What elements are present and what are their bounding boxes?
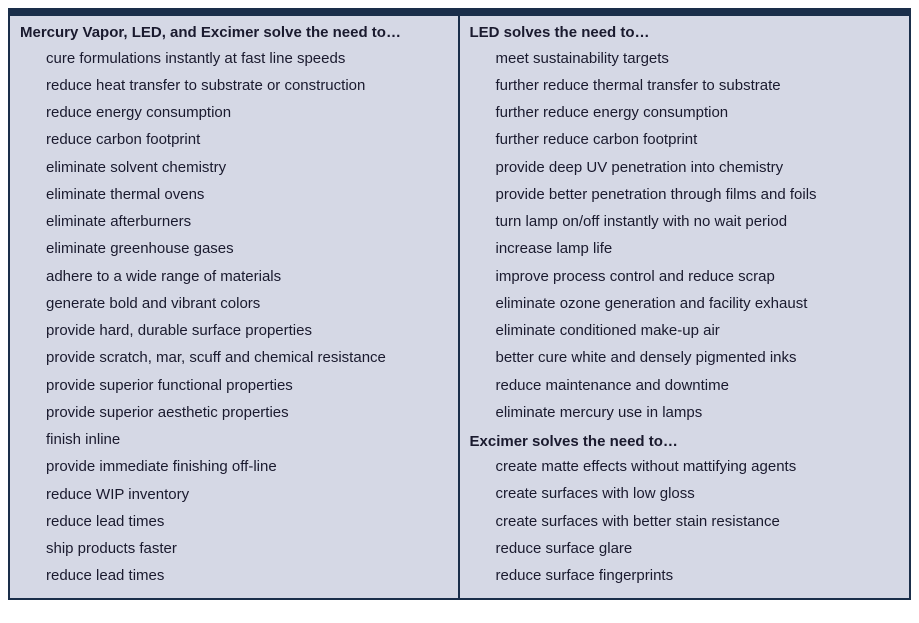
list-item: improve process control and reduce scrap [468, 263, 902, 290]
list-item: further reduce carbon footprint [468, 127, 902, 154]
right-column: LED solves the need to… meet sustainabili… [460, 16, 910, 598]
list-item: eliminate thermal ovens [18, 181, 450, 208]
list-item: meet sustainability targets [468, 45, 902, 72]
comparison-table: Mercury Vapor, LED, and Excimer solve th… [8, 8, 911, 600]
list-item: create surfaces with low gloss [468, 481, 902, 508]
list-item: reduce lead times [18, 563, 450, 590]
list-item: eliminate conditioned make-up air [468, 318, 902, 345]
list-item: ship products faster [18, 536, 450, 563]
list-item: provide scratch, mar, scuff and chemical… [18, 345, 450, 372]
list-item: provide immediate finishing off-line [18, 454, 450, 481]
right-section-header: LED solves the need to… [468, 24, 902, 41]
list-item: further reduce energy consumption [468, 100, 902, 127]
left-header: Mercury Vapor, LED, and Excimer solve th… [18, 24, 450, 41]
list-item: reduce heat transfer to substrate or con… [18, 72, 450, 99]
list-item: generate bold and vibrant colors [18, 290, 450, 317]
list-item: create surfaces with better stain resist… [468, 508, 902, 535]
list-item: adhere to a wide range of materials [18, 263, 450, 290]
list-item: eliminate solvent chemistry [18, 154, 450, 181]
list-item: reduce lead times [18, 508, 450, 535]
list-item: eliminate ozone generation and facility … [468, 290, 902, 317]
list-item: increase lamp life [468, 236, 902, 263]
list-item: create matte effects without mattifying … [468, 454, 902, 481]
list-item: provide superior functional properties [18, 372, 450, 399]
left-items: cure formulations instantly at fast line… [18, 45, 450, 590]
list-item: eliminate greenhouse gases [18, 236, 450, 263]
right-section-header: Excimer solves the need to… [468, 433, 902, 450]
list-item: cure formulations instantly at fast line… [18, 45, 450, 72]
list-item: further reduce thermal transfer to subst… [468, 72, 902, 99]
list-item: provide hard, durable surface properties [18, 318, 450, 345]
list-item: reduce energy consumption [18, 100, 450, 127]
list-item: eliminate afterburners [18, 209, 450, 236]
list-item: reduce surface glare [468, 535, 902, 562]
list-item: provide superior aesthetic properties [18, 399, 450, 426]
list-item: provide deep UV penetration into chemist… [468, 154, 902, 181]
list-item: reduce maintenance and downtime [468, 372, 902, 399]
list-item: provide better penetration through films… [468, 181, 902, 208]
list-item: reduce surface fingerprints [468, 563, 902, 590]
list-item: finish inline [18, 427, 450, 454]
list-item: eliminate mercury use in lamps [468, 399, 902, 426]
list-item: reduce carbon footprint [18, 127, 450, 154]
list-item: turn lamp on/off instantly with no wait … [468, 209, 902, 236]
left-column: Mercury Vapor, LED, and Excimer solve th… [10, 16, 460, 598]
list-item: better cure white and densely pigmented … [468, 345, 902, 372]
list-item: reduce WIP inventory [18, 481, 450, 508]
